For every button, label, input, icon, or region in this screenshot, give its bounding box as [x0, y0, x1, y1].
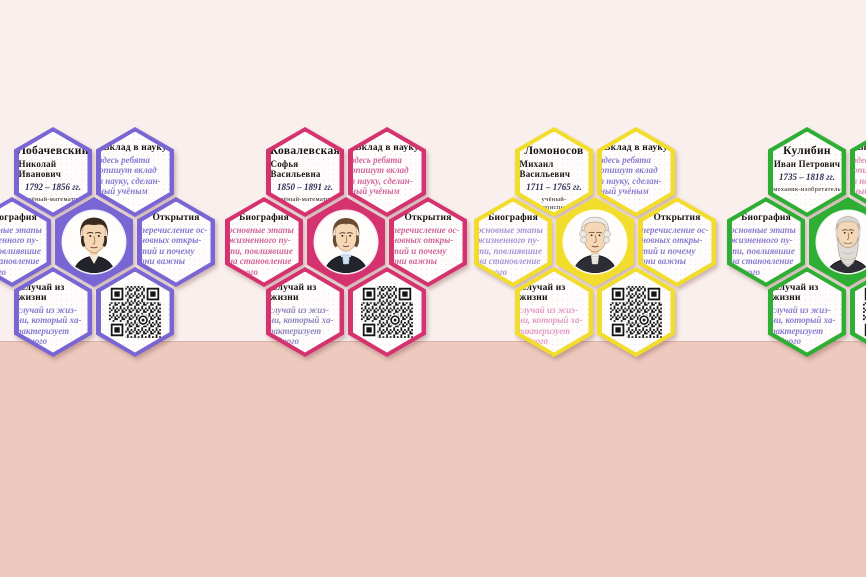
portrait-kovalevskaya [315, 211, 377, 273]
cluster-lomonosov: Ломоносов Михаил Васильевич 1711 – 1765 … [474, 127, 716, 357]
section-title: Открытия [152, 212, 200, 223]
hex-biography: Биография основные этапы жизненного пу- … [0, 197, 51, 287]
scientist-surname: Лобачевский [17, 144, 89, 157]
hex-life-story: Случай из жизни случай из жиз- ни, котор… [14, 267, 92, 357]
scientist-years: 1850 – 1891 гг. [276, 181, 334, 192]
section-body: перечисление ос- новных откры- тий и поч… [140, 224, 208, 267]
hex-biography: Биография основные этапы жизненного пу- … [225, 197, 303, 287]
portrait-lomonosov [564, 211, 626, 273]
hex-discoveries: Открытия перечисление ос- новных откры- … [638, 197, 716, 287]
scientist-years: 1792 – 1856 гг. [24, 181, 82, 192]
cluster-lobachevsky: Лобачевский Николай Иванович 1792 – 1856… [0, 127, 215, 357]
hex-contribution: Вклад в науку здесь ребята опишут вклад … [348, 127, 426, 217]
section-body: основные этапы жизненного пу- ти, повлия… [0, 224, 42, 277]
hex-biography: Биография основные этапы жизненного пу- … [727, 197, 805, 287]
section-title: Случай из жизни [772, 282, 819, 303]
scientist-occupation: учёный-математик [276, 195, 334, 203]
hex-life-story: Случай из жизни случай из жиз- ни, котор… [768, 267, 846, 357]
cluster-kovalevskaya: Ковалевская Софья Васильевна 1850 – 1891… [225, 127, 467, 357]
hex-contribution: Вклад в науку здесь ребята опишут вклад … [96, 127, 174, 217]
section-title: Открытия [404, 212, 452, 223]
hex-name-card: Кулибин Иван Петрович 1735 – 1818 гг. ме… [768, 127, 846, 217]
hex-portrait [556, 197, 634, 287]
scientist-surname: Ломоносов [524, 144, 584, 157]
hex-portrait [55, 197, 133, 287]
hex-life-story: Случай из жизни случай из жиз- ни, котор… [515, 267, 593, 357]
hex-qr [597, 267, 675, 357]
portrait-lobachevsky [63, 211, 125, 273]
section-title: Вклад в науку [103, 142, 167, 153]
hex-biography: Биография основные этапы жизненного пу- … [474, 197, 552, 287]
background-bottom-band [0, 341, 866, 577]
section-title: Биография [488, 212, 538, 223]
section-title: Случай из жизни [519, 282, 566, 303]
section-title: Случай из жизни [270, 282, 317, 303]
hex-qr [348, 267, 426, 357]
section-body: здесь ребята опишут вклад в науку, сдела… [853, 154, 866, 197]
scientist-occupation: механик-изобретатель [773, 185, 841, 193]
scientist-occupation: учёный- естествоиспытатель [523, 195, 585, 211]
scientist-given-names: Николай Иванович [18, 158, 62, 179]
portrait-kulibin [817, 211, 866, 273]
scientist-years: 1711 – 1765 гг. [526, 181, 582, 192]
hex-discoveries: Открытия перечисление ос- новных откры- … [389, 197, 467, 287]
hex-qr [850, 267, 866, 357]
section-title: Открытия [653, 212, 701, 223]
scientist-occupation: учёный-математик [24, 195, 82, 203]
qr-code [361, 285, 413, 338]
section-title: Вклад в науку [604, 142, 668, 153]
hex-life-story: Случай из жизни случай из жиз- ни, котор… [266, 267, 344, 357]
section-title: Биография [0, 212, 37, 223]
scientist-given-names: Софья Васильевна [270, 158, 321, 179]
section-body: здесь ребята опишут вклад в науку, сдела… [99, 154, 161, 197]
scientist-given-names: Иван Петрович [773, 158, 841, 169]
qr-code [109, 285, 161, 338]
section-body: перечисление ос- новных откры- тий и поч… [392, 224, 460, 267]
scientist-years: 1735 – 1818 гг. [778, 171, 836, 182]
hex-name-card: Лобачевский Николай Иванович 1792 – 1856… [14, 127, 92, 217]
qr-code [863, 285, 866, 338]
scientist-given-names: Михаил Васильевич [519, 158, 571, 179]
cluster-kulibin: Кулибин Иван Петрович 1735 – 1818 гг. ме… [727, 127, 866, 357]
hex-portrait [809, 197, 866, 287]
section-title: Биография [741, 212, 791, 223]
hex-name-card: Ковалевская Софья Васильевна 1850 – 1891… [266, 127, 344, 217]
scientist-surname: Ковалевская [269, 144, 341, 157]
section-body: здесь ребята опишут вклад в науку, сдела… [600, 154, 662, 197]
qr-code [610, 285, 662, 338]
section-body: перечисление ос- новных откры- тий и поч… [641, 224, 709, 267]
hex-qr [96, 267, 174, 357]
hex-contribution: Вклад в науку здесь ребята опишут вклад … [597, 127, 675, 217]
hex-portrait [307, 197, 385, 287]
section-body: здесь ребята опишут вклад в науку, сдела… [351, 154, 413, 197]
scientist-surname: Кулибин [783, 144, 831, 157]
hex-discoveries: Открытия перечисление ос- новных откры- … [137, 197, 215, 287]
section-title: Вклад в науку [355, 142, 419, 153]
hex-name-card: Ломоносов Михаил Васильевич 1711 – 1765 … [515, 127, 593, 217]
section-title: Случай из жизни [18, 282, 65, 303]
section-title: Биография [239, 212, 289, 223]
hex-contribution: Вклад в науку здесь ребята опишут вклад … [850, 127, 866, 217]
